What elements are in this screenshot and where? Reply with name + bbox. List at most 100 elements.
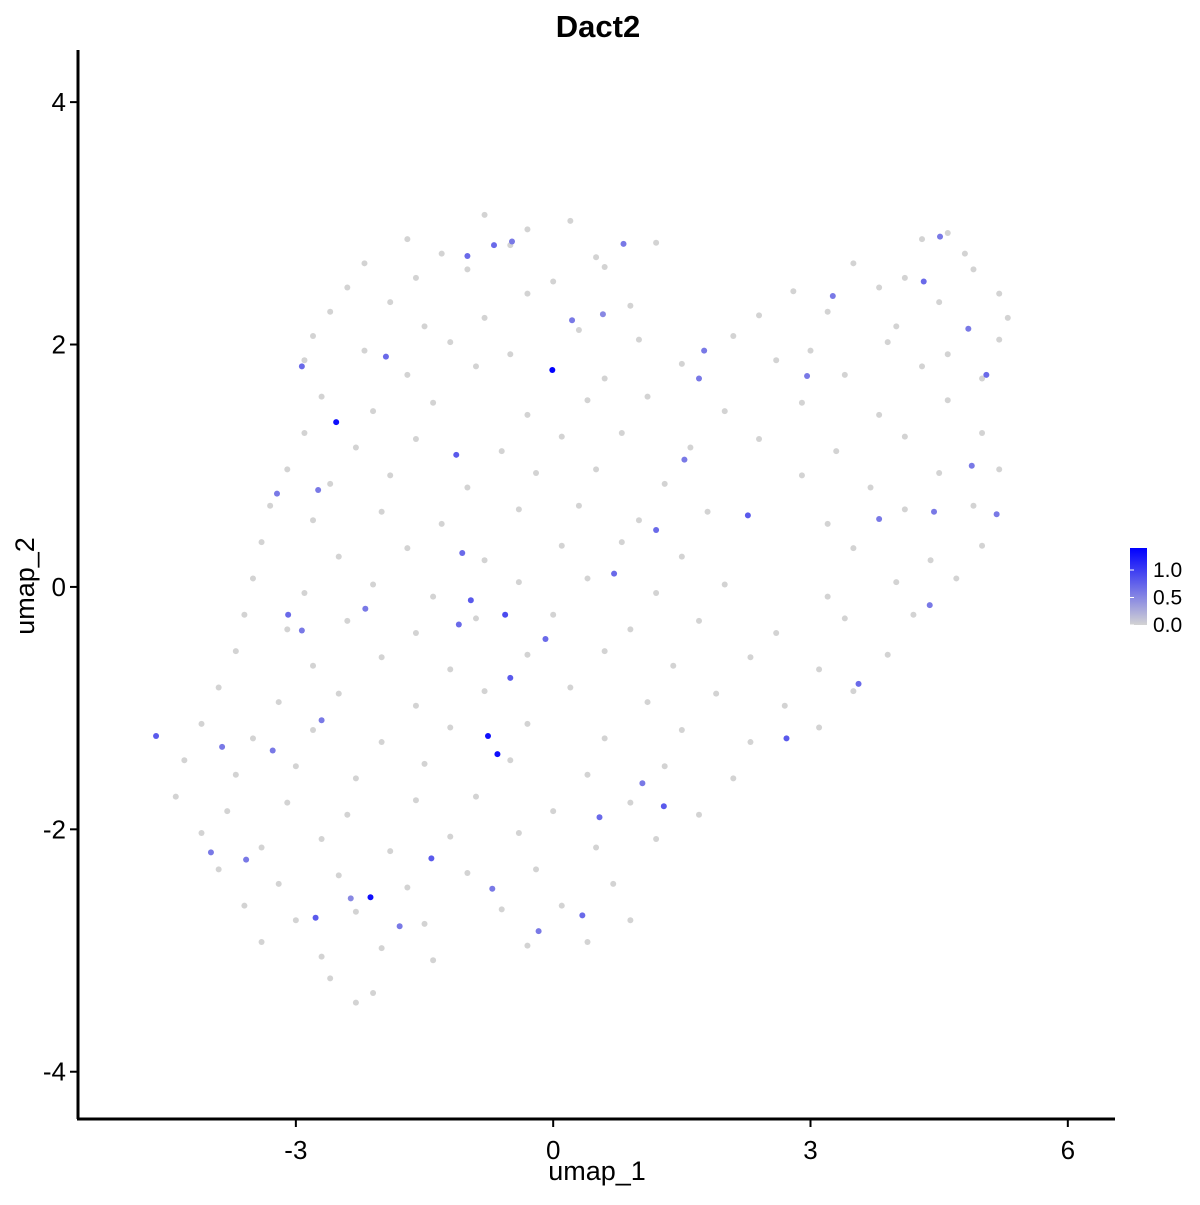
point [310, 333, 317, 340]
point [464, 869, 471, 876]
point [481, 557, 488, 564]
colorbar [1130, 548, 1147, 625]
point [533, 469, 540, 476]
point [920, 278, 927, 285]
point [968, 462, 975, 469]
point [215, 684, 222, 691]
point [232, 648, 239, 655]
point [944, 230, 951, 237]
point [550, 611, 557, 618]
point [816, 666, 823, 673]
point [412, 436, 419, 443]
point [344, 811, 351, 818]
point [756, 436, 763, 443]
point [489, 885, 496, 892]
point [575, 502, 582, 509]
point [635, 336, 642, 343]
point [241, 611, 248, 618]
point [701, 347, 708, 354]
point [481, 314, 488, 321]
point [644, 699, 651, 706]
point [335, 553, 342, 560]
point [798, 399, 805, 406]
point [447, 833, 454, 840]
point [249, 575, 256, 582]
y-tick-label: -2 [43, 814, 66, 844]
point [695, 811, 702, 818]
point [292, 763, 299, 770]
point [601, 648, 608, 655]
point [515, 579, 522, 586]
point [387, 299, 394, 306]
point [387, 848, 394, 855]
point [756, 312, 763, 319]
point [219, 743, 226, 750]
point [610, 880, 617, 887]
point [524, 290, 531, 297]
point [730, 775, 737, 782]
point [447, 666, 454, 673]
point [318, 717, 325, 724]
point [970, 266, 977, 273]
point [430, 593, 437, 600]
point [285, 611, 292, 618]
point [378, 654, 385, 661]
x-tick-label: 0 [546, 1135, 560, 1165]
point [653, 836, 660, 843]
point [481, 688, 488, 695]
point [773, 357, 780, 364]
point [361, 260, 368, 267]
point [352, 908, 359, 915]
point [284, 799, 291, 806]
point [447, 339, 454, 346]
point [524, 226, 531, 233]
colorbar-tick-label: 1.0 [1153, 559, 1182, 582]
point [584, 575, 591, 582]
point [396, 923, 403, 930]
point [455, 621, 462, 628]
point [804, 373, 811, 380]
y-tick-label: 2 [52, 330, 66, 360]
point [318, 393, 325, 400]
point [850, 688, 857, 695]
point [428, 855, 435, 862]
point [352, 999, 359, 1006]
point [515, 829, 522, 836]
point [744, 512, 751, 519]
point [542, 636, 549, 643]
point [824, 308, 831, 315]
point [695, 375, 702, 382]
point [653, 526, 660, 533]
point [678, 360, 685, 367]
point [747, 739, 754, 746]
point [533, 866, 540, 873]
point [1004, 314, 1011, 321]
point [472, 793, 479, 800]
point [790, 288, 797, 295]
x-axis-label: umap_1 [548, 1156, 646, 1186]
point [798, 472, 805, 479]
point [901, 506, 908, 513]
point [207, 849, 214, 856]
point [301, 429, 308, 436]
point [269, 747, 276, 754]
x-tick-label: 6 [1061, 1135, 1075, 1165]
point [661, 763, 668, 770]
point [153, 733, 160, 740]
point [467, 597, 474, 604]
point [919, 363, 926, 370]
point [327, 975, 334, 982]
point [841, 615, 848, 622]
point [678, 726, 685, 733]
point [660, 803, 667, 810]
point [833, 448, 840, 455]
point [232, 771, 239, 778]
chart-title: Dact2 [556, 9, 640, 44]
point [627, 626, 634, 633]
point [901, 274, 908, 281]
point [965, 325, 972, 332]
point [172, 793, 179, 800]
point [996, 336, 1003, 343]
point [378, 739, 385, 746]
